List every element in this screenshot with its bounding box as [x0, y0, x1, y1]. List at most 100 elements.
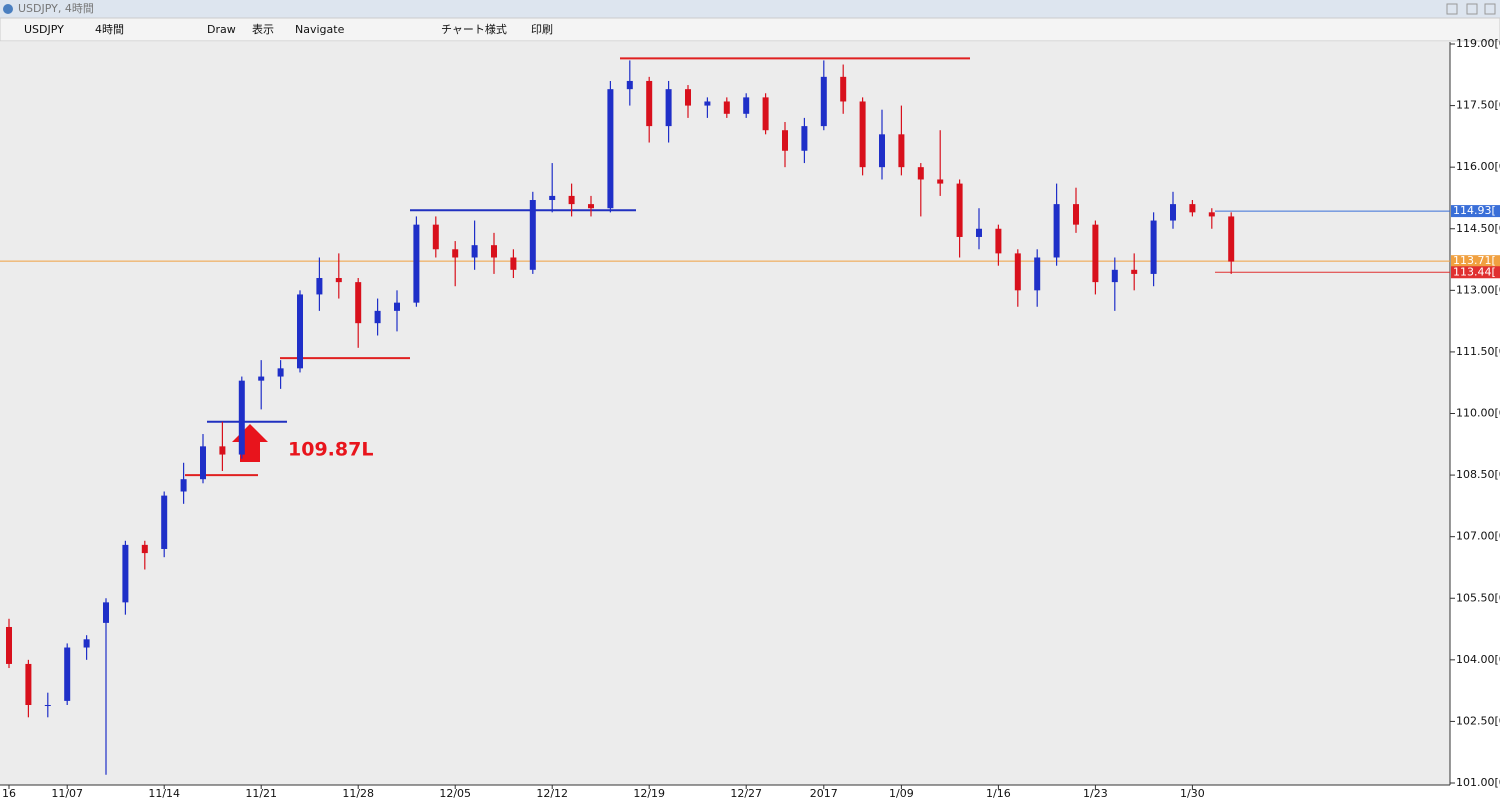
candle-body [840, 76, 847, 102]
candle-body [1208, 212, 1215, 217]
candle-body [995, 228, 1002, 254]
candle-body [374, 310, 381, 324]
candle-body [64, 647, 71, 701]
candle-body [180, 479, 187, 492]
candle-body [1073, 204, 1079, 225]
candle-body [956, 183, 963, 237]
candle-body [917, 167, 924, 180]
candle-body [529, 200, 536, 270]
candle-body [491, 245, 497, 258]
candle-body [665, 89, 672, 127]
candle-body [1228, 216, 1235, 262]
price-tag-label: 113.44[ [1453, 265, 1496, 278]
candle-body [1189, 204, 1196, 213]
candle-body [355, 282, 362, 324]
toolbar-item[interactable]: Navigate [295, 23, 345, 36]
candle-body [103, 602, 109, 623]
candle-body [626, 80, 633, 90]
candle-body [316, 278, 323, 295]
candle-body [432, 224, 439, 250]
price-tag-label: 113.71[ [1453, 254, 1496, 267]
toolbar-item[interactable]: Draw [207, 23, 236, 36]
candle-body [1170, 204, 1176, 221]
candle-body [297, 294, 303, 369]
candle-body [723, 101, 730, 114]
x-tick-label: 11/21 [245, 787, 277, 800]
toolbar-item[interactable]: 4時間 [95, 23, 124, 36]
candle-body [1053, 204, 1060, 258]
plot-area [0, 42, 1450, 785]
toolbar-item[interactable]: チャート様式 [441, 22, 507, 36]
candle-body [976, 228, 982, 237]
candle-body [1150, 220, 1157, 274]
x-tick-label: 1/23 [1083, 787, 1108, 800]
candle-body [859, 101, 866, 168]
x-tick-label: 1/09 [889, 787, 914, 800]
y-tick-label: 104.00[0 [1456, 653, 1500, 666]
window-title: USDJPY, 4時間 [18, 2, 94, 15]
candle-body [1014, 253, 1021, 291]
candle-body [743, 97, 750, 114]
annotation: 109.87L [288, 439, 373, 461]
candle-body [937, 179, 944, 184]
x-tick-label: 1/30 [1180, 787, 1205, 800]
toolbar-item[interactable]: 印刷 [531, 23, 553, 36]
candle-body [1092, 224, 1099, 283]
candle-body [25, 663, 32, 705]
candle-body [277, 368, 284, 377]
x-tick-label: 11/28 [342, 787, 374, 800]
candle-body [704, 101, 711, 106]
toolbar-item[interactable]: USDJPY [24, 23, 64, 36]
candle-body [1111, 269, 1118, 283]
y-tick-label: 116.00[0 [1456, 160, 1500, 173]
price-tag [1451, 205, 1500, 218]
candle-body [607, 89, 614, 209]
candle-body [879, 134, 885, 168]
candle-body [588, 204, 594, 209]
candle-body [568, 195, 575, 205]
x-tick-label: 16 [2, 787, 16, 800]
x-tick-label: 12/12 [536, 787, 568, 800]
candle-body [510, 257, 517, 270]
y-tick-label: 111.50[0 [1456, 345, 1500, 358]
window-button[interactable] [1466, 3, 1478, 15]
y-tick-label: 114.50[0 [1456, 222, 1500, 235]
candle-body [471, 245, 478, 258]
y-tick-label: 110.00[0 [1456, 407, 1500, 420]
candle-body [83, 639, 90, 648]
x-tick-label: 11/07 [51, 787, 83, 800]
candle-body [141, 544, 148, 554]
x-tick-label: 1/16 [986, 787, 1011, 800]
candle-body [1131, 269, 1138, 274]
price-tag-label: 114.93[ [1453, 204, 1496, 217]
candle-body [685, 89, 691, 106]
x-tick-label: 12/05 [439, 787, 471, 800]
candle-body [762, 97, 769, 131]
candle-body [6, 626, 12, 664]
candle-body [452, 249, 459, 258]
price-tag [1451, 255, 1500, 268]
window-button[interactable] [1484, 3, 1496, 15]
toolbar [0, 17, 1500, 42]
candle-body [44, 704, 51, 706]
x-tick-label: 2017 [810, 787, 838, 800]
toolbar-item[interactable]: 表示 [252, 22, 274, 36]
y-tick-label: 107.00[0 [1456, 530, 1500, 543]
title-bar [0, 0, 1500, 18]
candle-body [413, 224, 420, 303]
candle-body [200, 446, 206, 480]
window-button[interactable] [1446, 3, 1458, 15]
y-tick-label: 119.00[0 [1456, 37, 1500, 50]
y-tick-label: 101.00[0 [1456, 776, 1500, 789]
candle-body [898, 134, 905, 168]
candle-body [258, 376, 265, 381]
y-tick-label: 108.50[0 [1456, 468, 1500, 481]
candle-body [122, 544, 129, 603]
app-icon [3, 4, 13, 14]
y-tick-label: 105.50[0 [1456, 591, 1500, 604]
candle-body [782, 130, 788, 151]
x-tick-label: 11/14 [148, 787, 180, 800]
price-tag [1451, 266, 1500, 279]
candle-body [549, 195, 556, 201]
